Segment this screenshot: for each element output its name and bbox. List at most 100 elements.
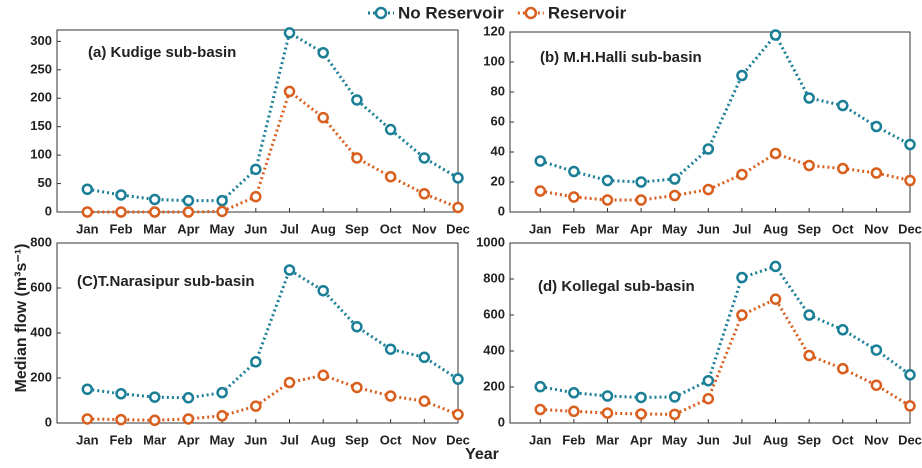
series-line: [87, 267, 459, 400]
point: [317, 369, 329, 382]
y-tick-label: 100: [30, 147, 52, 162]
point: [702, 392, 715, 405]
x-tick-label: Sep: [345, 221, 369, 236]
x-tick-label: Sep: [797, 221, 821, 236]
plot-frame: [56, 29, 459, 213]
series-line: [87, 88, 459, 214]
panel-title: (a) Kudige sub-basin: [88, 44, 236, 61]
point: [870, 120, 883, 133]
x-tick-label: Jan: [529, 432, 551, 447]
point: [870, 167, 883, 179]
point: [803, 309, 815, 321]
point: [283, 27, 296, 39]
y-tick-label: 400: [30, 324, 52, 339]
point: [769, 260, 782, 273]
x-tick-label: Oct: [832, 432, 854, 447]
y-tick-label: 600: [30, 279, 52, 294]
x-tick-label: Aug: [763, 221, 788, 236]
point: [837, 162, 849, 175]
x-tick-label: Jun: [697, 432, 720, 447]
x-tick-label: Oct: [832, 221, 854, 236]
point: [418, 395, 431, 407]
y-tick-label: 1000: [476, 234, 505, 249]
point: [81, 206, 94, 218]
point: [534, 403, 547, 416]
point: [837, 362, 849, 375]
x-tick-label: Feb: [109, 221, 132, 236]
point: [384, 343, 397, 355]
point: [317, 284, 329, 297]
x-tick-label: Jul: [733, 221, 752, 236]
point: [904, 138, 916, 151]
point: [702, 183, 715, 196]
x-tick-label: Feb: [562, 432, 585, 447]
x-tick-label: May: [662, 221, 688, 236]
y-tick-label: 200: [30, 369, 52, 384]
point: [452, 172, 464, 184]
series-line: [87, 30, 459, 203]
point: [81, 413, 94, 425]
point: [769, 29, 782, 41]
x-tick-label: Sep: [345, 432, 369, 447]
legend-label: Reservoir: [548, 3, 627, 22]
point: [283, 264, 296, 276]
point: [418, 188, 431, 200]
x-tick-label: Jan: [76, 432, 98, 447]
point: [568, 387, 580, 399]
point: [283, 85, 296, 98]
legend-marker: [524, 6, 538, 20]
series-line: [87, 373, 459, 422]
point: [635, 408, 647, 420]
point: [384, 170, 397, 183]
point: [904, 369, 916, 381]
point: [534, 380, 547, 393]
x-tick-label: Jan: [76, 221, 98, 236]
x-tick-label: Apr: [177, 221, 199, 236]
point: [803, 159, 815, 172]
point: [668, 173, 681, 185]
point: [182, 206, 195, 218]
y-tick-label: 300: [30, 33, 52, 48]
point: [148, 206, 161, 218]
point: [115, 189, 127, 201]
y-tick-label: 50: [38, 175, 52, 190]
point: [250, 356, 262, 368]
point: [635, 176, 647, 188]
point: [182, 194, 195, 207]
y-tick-label: 250: [30, 61, 52, 76]
y-tick-label: 150: [30, 118, 52, 133]
point: [317, 47, 329, 59]
point: [452, 373, 464, 385]
x-tick-label: Feb: [562, 221, 585, 236]
y-tick-label: 400: [483, 342, 505, 357]
series-line: [539, 151, 911, 202]
point: [702, 374, 715, 387]
point: [351, 152, 363, 164]
point: [283, 376, 296, 389]
point: [635, 391, 647, 404]
point: [534, 185, 547, 197]
x-tick-label: Jun: [244, 221, 267, 236]
x-tick-label: Aug: [763, 432, 788, 447]
point: [870, 379, 883, 391]
y-tick-label: 40: [491, 143, 505, 158]
point: [115, 413, 127, 426]
point: [216, 386, 228, 399]
x-tick-label: Aug: [311, 221, 336, 236]
point: [115, 388, 127, 400]
point: [452, 201, 464, 214]
y-tick-label: 200: [30, 90, 52, 105]
x-axis-label: Year: [465, 446, 499, 463]
x-tick-label: Mar: [596, 221, 619, 236]
x-tick-label: Nov: [412, 432, 437, 447]
y-tick-label: 0: [498, 414, 505, 429]
point: [418, 351, 431, 364]
point: [568, 405, 580, 418]
series-line: [539, 264, 911, 399]
point: [803, 92, 815, 104]
point: [769, 293, 782, 305]
point: [250, 190, 262, 203]
point: [351, 381, 363, 394]
legend-marker: [374, 6, 388, 20]
panel-title: (b) M.H.Halli sub-basin: [540, 49, 702, 66]
